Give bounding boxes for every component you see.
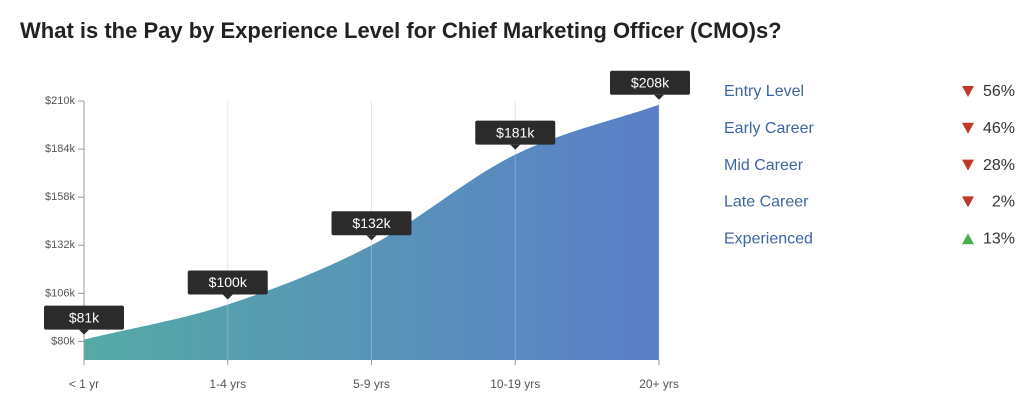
value-label-pointer (366, 235, 377, 241)
y-tick-label: $158k (45, 191, 75, 203)
summary-label: Entry Level (724, 83, 804, 100)
value-label: $81k (69, 309, 100, 325)
y-tick-label: $132k (45, 239, 75, 251)
x-tick-label: 1-4 yrs (209, 377, 246, 391)
value-label-box (44, 305, 124, 330)
summary-label: Experienced (724, 230, 813, 247)
value-label-box (187, 270, 268, 295)
value-label-box (610, 70, 690, 95)
y-tick-label: $80k (51, 335, 75, 347)
summary-label: Late Career (724, 194, 809, 211)
summary-change: 2% (992, 194, 1015, 211)
arrow-up (962, 233, 974, 245)
x-tick-label: 10-19 yrs (490, 377, 540, 391)
area (84, 104, 659, 360)
arrow-down (962, 86, 974, 97)
y-tick-label: $106k (45, 287, 75, 299)
summary-label: Mid Career (724, 157, 804, 174)
arrow-down (962, 196, 974, 208)
summary-change: 13% (983, 230, 1015, 247)
summary-change: 56% (983, 83, 1015, 100)
y-tick-label: $210k (45, 95, 75, 107)
value-label: $208k (631, 74, 670, 90)
value-label: $132k (352, 215, 391, 231)
x-tick-label: 20+ yrs (639, 377, 679, 391)
value-label-pointer (654, 94, 664, 100)
x-tick-label: < 1 yr (69, 377, 99, 391)
value-label-pointer (79, 329, 89, 335)
value-label: $181k (496, 124, 535, 140)
summary-change: 28% (983, 157, 1015, 174)
arrow-down (962, 159, 974, 171)
value-label: $100k (209, 274, 248, 290)
value-label-pointer (222, 294, 233, 300)
y-tick-label: $184k (45, 143, 75, 155)
value-label-box (475, 120, 556, 145)
chart-title: What is the Pay by Experience Level for … (20, 18, 782, 43)
x-tick-label: 5-9 yrs (353, 377, 390, 391)
summary-label: Early Career (724, 120, 814, 137)
value-label-box (331, 211, 412, 236)
arrow-down (962, 122, 974, 134)
value-label-pointer (510, 144, 521, 150)
summary-change: 46% (983, 120, 1015, 137)
